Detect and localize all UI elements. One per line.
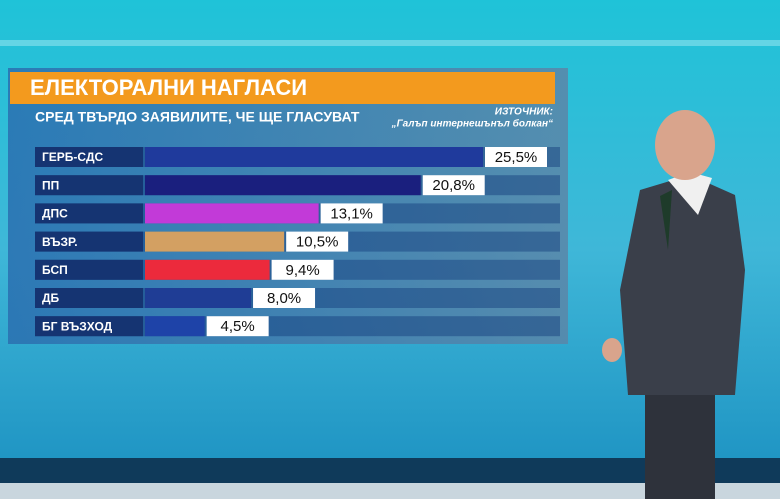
category-label: БСП	[42, 263, 68, 277]
category-box	[35, 203, 143, 224]
value-label: 8,0%	[267, 290, 301, 307]
source-label: ИЗТОЧНИК:	[495, 107, 553, 118]
category-box	[35, 175, 143, 196]
value-label: 10,5%	[296, 234, 339, 251]
value-box	[271, 259, 334, 280]
value-label: 13,1%	[330, 205, 373, 222]
category-label: ВЪЗР.	[42, 235, 78, 249]
category-label: ДБ	[42, 291, 60, 305]
value-box	[286, 231, 349, 252]
bar	[145, 203, 319, 224]
value-box	[253, 288, 316, 308]
category-label: ГЕРБ-СДС	[42, 150, 103, 164]
title-bar	[10, 72, 555, 104]
bar	[145, 147, 483, 167]
category-label: ДПС	[42, 207, 68, 221]
presenter-shirt	[668, 172, 712, 215]
bar	[145, 175, 421, 196]
bar	[145, 288, 252, 308]
bar	[145, 316, 205, 337]
floor	[0, 483, 780, 499]
value-label: 20,8%	[432, 177, 475, 194]
category-label: ПП	[42, 178, 59, 192]
chart-title: ЕЛЕКТОРАЛНИ НАГЛАСИ	[30, 75, 307, 100]
value-box	[320, 203, 383, 224]
value-box	[206, 316, 269, 337]
chart-subtitle: СРЕД ТВЪРДО ЗАЯВИЛИТЕ, ЧЕ ЩЕ ГЛАСУВАТ	[35, 109, 360, 125]
value-box	[485, 147, 547, 167]
category-box	[35, 259, 143, 280]
bar	[145, 231, 285, 252]
value-label: 9,4%	[285, 262, 319, 279]
presenter-head	[655, 110, 715, 180]
presenter-hand	[602, 338, 622, 362]
category-box	[35, 231, 143, 252]
presenter-legs	[645, 395, 715, 499]
presenter-tie	[660, 190, 672, 250]
stripe	[0, 40, 780, 46]
value-label: 25,5%	[495, 149, 538, 166]
source: „Галъп интернешънъл болкан“	[391, 118, 553, 130]
category-label: БГ ВЪЗХОД	[42, 319, 113, 333]
presenter	[602, 110, 745, 499]
category-box	[35, 316, 143, 337]
bar	[145, 259, 270, 280]
value-label: 4,5%	[221, 318, 255, 335]
value-box	[422, 175, 485, 196]
category-box	[35, 147, 143, 167]
category-box	[35, 288, 143, 308]
presenter-jacket	[620, 175, 745, 395]
